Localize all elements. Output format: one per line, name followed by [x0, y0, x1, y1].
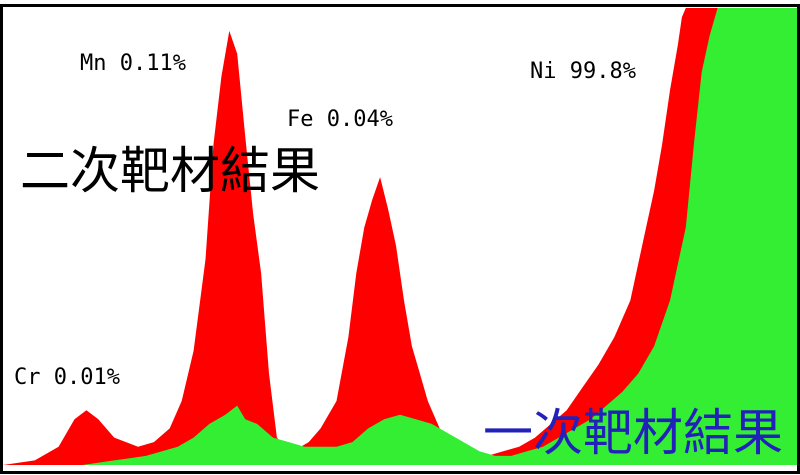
cr-peak-label: Cr 0.01%: [14, 365, 120, 390]
mn-peak-label: Mn 0.11%: [80, 51, 186, 76]
fe-peak-label: Fe 0.04%: [287, 107, 393, 132]
secondary-target-result-label: 二次靶材結果: [20, 142, 320, 200]
secondary-spectrum-area: [3, 8, 797, 465]
plot-area: [3, 8, 797, 465]
primary-target-result-label: 一次靶材結果: [483, 404, 783, 462]
ni-peak-label: Ni 99.8%: [530, 59, 636, 84]
primary-spectrum-area: [3, 8, 797, 465]
chart-frame: [0, 4, 800, 474]
